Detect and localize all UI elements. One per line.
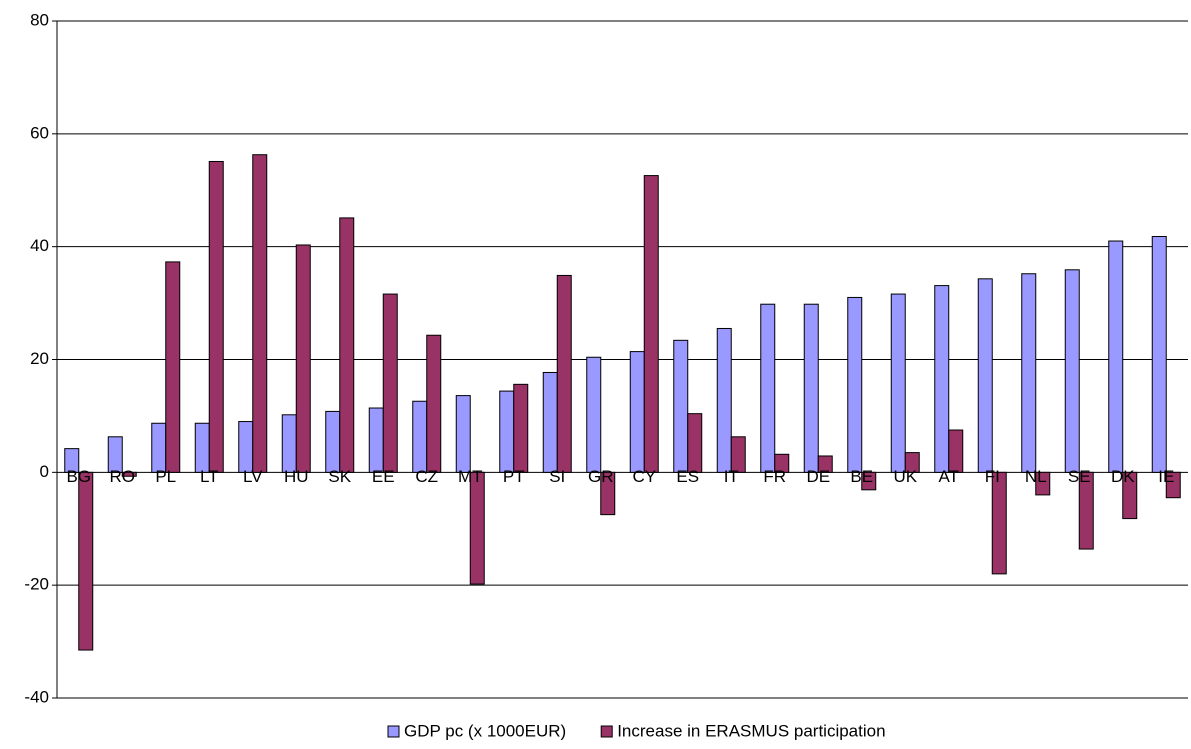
y-tick-label: -40	[24, 687, 49, 706]
bar	[426, 334, 442, 473]
bar	[1035, 471, 1051, 496]
x-tick-label: UK	[893, 467, 917, 486]
x-tick-label: LT	[200, 467, 219, 486]
bar	[904, 452, 920, 473]
y-tick-label: 60	[30, 123, 49, 142]
bar	[455, 395, 471, 473]
bar	[948, 429, 964, 473]
y-tick-label: 80	[30, 10, 49, 29]
bar	[1064, 269, 1080, 473]
x-tick-label: RO	[110, 467, 136, 486]
bar	[325, 410, 341, 473]
x-tick-label: FI	[985, 467, 1000, 486]
bar	[1151, 236, 1167, 473]
bar	[977, 278, 993, 473]
bar	[238, 421, 254, 473]
x-tick-label: SI	[549, 467, 565, 486]
bar	[382, 293, 398, 473]
x-tick-label: EE	[372, 467, 395, 486]
bar	[716, 327, 732, 473]
x-tick-label: MT	[458, 467, 483, 486]
bar	[1078, 471, 1094, 550]
x-tick-label: BE	[850, 467, 873, 486]
x-tick-label: NL	[1025, 467, 1047, 486]
bar	[281, 414, 297, 473]
y-tick-label: 40	[30, 236, 49, 255]
bar	[64, 448, 80, 473]
bar	[600, 471, 616, 516]
x-tick-label: ES	[676, 467, 699, 486]
bar	[629, 351, 645, 473]
bar	[542, 371, 558, 473]
legend-swatch	[387, 725, 400, 738]
legend-label: Increase in ERASMUS participation	[617, 721, 885, 740]
x-tick-label: LV	[243, 467, 263, 486]
bar	[295, 244, 311, 473]
x-tick-label: CY	[632, 467, 656, 486]
legend-swatch	[600, 725, 613, 738]
bar	[847, 296, 863, 473]
bar	[339, 217, 355, 473]
bar	[194, 422, 210, 473]
legend-label: GDP pc (x 1000EUR)	[404, 721, 566, 740]
bar	[774, 453, 790, 473]
bar	[499, 390, 515, 473]
bar	[1021, 273, 1037, 473]
x-tick-label: GR	[588, 467, 614, 486]
bar	[469, 471, 485, 585]
bar	[673, 339, 689, 473]
x-tick-label: BG	[66, 467, 91, 486]
x-tick-label: AT	[939, 467, 959, 486]
bar	[208, 160, 224, 473]
y-tick-label: 20	[30, 349, 49, 368]
bar	[817, 455, 833, 473]
bar	[890, 293, 906, 473]
bar	[760, 303, 776, 473]
bar	[252, 154, 268, 473]
x-tick-label: PT	[503, 467, 525, 486]
x-tick-label: DK	[1111, 467, 1135, 486]
bar	[991, 471, 1007, 575]
bar	[1108, 240, 1124, 473]
bar	[643, 175, 659, 473]
bar	[687, 413, 703, 473]
bar	[151, 422, 167, 473]
bar	[78, 471, 94, 651]
bar	[586, 356, 602, 473]
bar	[803, 303, 819, 473]
x-tick-label: IT	[724, 467, 739, 486]
bar	[861, 471, 877, 491]
bar	[556, 274, 572, 473]
x-tick-label: IE	[1158, 467, 1174, 486]
bar	[165, 261, 181, 473]
bar	[412, 400, 428, 473]
y-tick-label: -20	[24, 575, 49, 594]
bar	[513, 383, 529, 473]
bar	[934, 285, 950, 473]
bar	[121, 471, 137, 477]
bar	[368, 407, 384, 473]
x-tick-label: HU	[284, 467, 309, 486]
bar	[730, 436, 746, 473]
bar	[1122, 471, 1138, 520]
x-tick-label: DE	[806, 467, 830, 486]
x-tick-label: SE	[1068, 467, 1091, 486]
x-tick-label: FR	[763, 467, 786, 486]
x-tick-label: PL	[155, 467, 176, 486]
x-tick-label: CZ	[415, 467, 438, 486]
x-tick-label: SK	[328, 467, 351, 486]
bar	[1165, 471, 1181, 499]
bar	[107, 436, 123, 473]
y-tick-label: 0	[40, 462, 49, 481]
